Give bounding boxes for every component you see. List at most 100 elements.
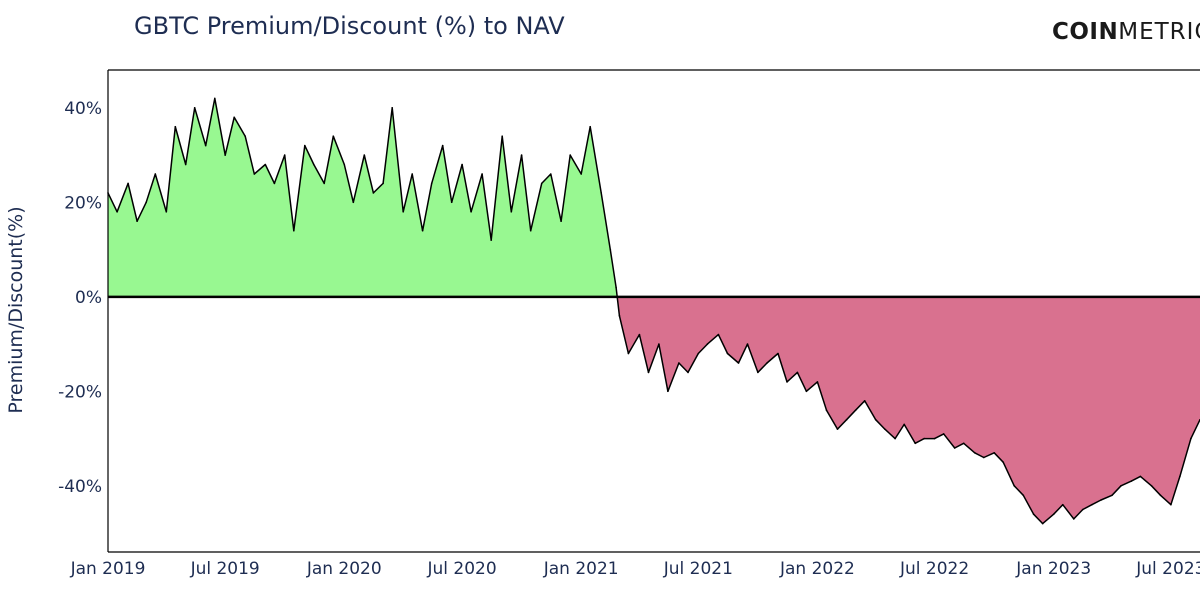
data-point-90: [983, 456, 985, 459]
data-point-46: [560, 220, 562, 222]
data-point-53: [618, 314, 621, 317]
data-point-69: [777, 352, 779, 355]
data-point-62: [706, 343, 709, 345]
data-point-93: [1013, 485, 1015, 487]
data-point-18: [283, 154, 286, 156]
data-point-84: [923, 437, 925, 440]
data-point-74: [825, 409, 828, 412]
data-point-59: [678, 362, 680, 364]
x-tick-label: Jan 2023: [1015, 559, 1091, 579]
data-point-52: [615, 286, 617, 289]
data-point-49: [589, 125, 591, 128]
data-point-110: [1179, 475, 1181, 478]
data-point-35: [450, 201, 453, 204]
y-tick-label: -40%: [58, 477, 102, 497]
x-tick-label: Jan 2020: [306, 559, 382, 579]
data-point-99: [1073, 518, 1075, 520]
coinmetrics-logo: COINMETRICS: [1052, 19, 1200, 45]
x-tick-label: Jan 2022: [779, 559, 855, 579]
data-point-47: [569, 154, 571, 156]
data-point-33: [430, 182, 433, 185]
data-point-34: [441, 144, 444, 147]
data-point-75: [836, 428, 839, 430]
data-point-96: [1041, 522, 1044, 525]
data-point-92: [1002, 461, 1004, 464]
data-point-12: [224, 154, 226, 156]
data-point-109: [1170, 503, 1172, 506]
y-tick-label: 40%: [64, 99, 102, 119]
data-point-86: [942, 433, 945, 435]
y-axis-label: Premium/Discount(%): [5, 206, 27, 413]
data-point-19: [293, 229, 295, 232]
data-point-60: [687, 371, 689, 374]
data-point-87: [953, 447, 956, 449]
data-point-106: [1139, 475, 1142, 478]
data-point-39: [490, 239, 493, 241]
data-point-42: [520, 154, 523, 156]
data-point-22: [323, 182, 326, 185]
data-point-26: [363, 154, 366, 156]
data-point-21: [313, 163, 315, 166]
data-point-81: [894, 437, 896, 440]
data-point-14: [244, 135, 246, 137]
data-point-2: [127, 182, 129, 185]
data-point-79: [874, 418, 877, 421]
data-point-3: [136, 220, 138, 222]
data-point-97: [1052, 513, 1055, 515]
data-point-1: [116, 211, 118, 213]
data-point-105: [1130, 480, 1133, 482]
data-point-17: [273, 182, 276, 185]
data-point-27: [372, 192, 375, 194]
data-point-5: [154, 173, 157, 175]
data-point-30: [402, 211, 405, 213]
x-tick-label: Jul 2021: [663, 559, 733, 579]
data-point-91: [993, 452, 995, 454]
data-point-85: [933, 437, 936, 440]
data-point-101: [1091, 503, 1093, 506]
data-point-103: [1111, 494, 1113, 497]
chart-title: GBTC Premium/Discount (%) to NAV: [134, 12, 565, 40]
plot-area: 40% 20% 0% -20% -40% Jan 2019 Jul 2019 Jan 2020…: [58, 69, 1200, 579]
data-point-9: [193, 107, 196, 109]
data-point-95: [1032, 513, 1035, 515]
data-point-102: [1100, 499, 1102, 501]
data-point-71: [796, 371, 799, 374]
data-point-80: [884, 428, 886, 430]
data-point-32: [421, 229, 424, 232]
data-point-45: [550, 173, 552, 175]
data-point-89: [973, 452, 976, 454]
y-tick-label: 0%: [75, 288, 102, 308]
data-point-66: [746, 343, 749, 345]
data-point-70: [786, 381, 788, 383]
data-point-25: [352, 201, 355, 204]
data-point-51: [609, 248, 612, 251]
data-point-15: [253, 173, 256, 175]
data-point-6: [165, 211, 168, 213]
data-point-24: [343, 163, 346, 166]
data-point-57: [658, 343, 660, 345]
data-point-50: [600, 192, 602, 194]
data-point-77: [854, 409, 857, 412]
data-point-68: [766, 362, 768, 364]
data-point-58: [667, 390, 669, 393]
data-point-8: [184, 163, 187, 166]
data-point-11: [214, 97, 216, 100]
data-point-107: [1150, 485, 1153, 487]
y-tick-label: 20%: [64, 193, 102, 213]
data-point-83: [914, 442, 916, 445]
data-point-98: [1062, 503, 1064, 506]
data-point-10: [204, 144, 207, 147]
data-point-55: [638, 333, 641, 336]
discount-area: [108, 296, 1200, 524]
data-point-54: [627, 352, 630, 355]
data-point-64: [726, 352, 729, 355]
data-point-7: [174, 125, 177, 128]
data-point-73: [816, 381, 819, 383]
data-point-44: [540, 182, 543, 185]
y-tick-label: -20%: [58, 382, 102, 402]
data-point-61: [697, 352, 700, 355]
data-point-31: [411, 173, 414, 175]
data-point-38: [481, 173, 483, 175]
data-point-108: [1159, 494, 1162, 497]
